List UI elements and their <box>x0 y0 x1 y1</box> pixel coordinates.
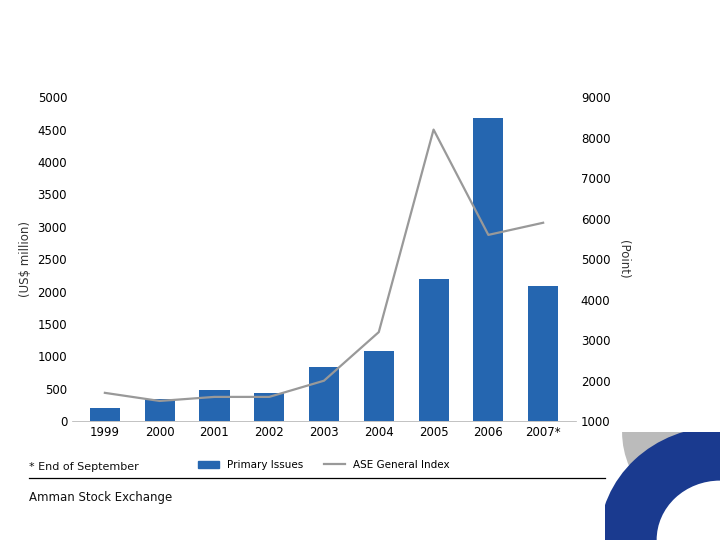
Wedge shape <box>599 427 720 540</box>
Text: Primary Market: Primary Market <box>237 19 483 51</box>
Bar <box>309 367 339 421</box>
Bar <box>199 390 230 421</box>
Bar <box>418 279 449 421</box>
Text: * End of September: * End of September <box>29 462 138 472</box>
Bar <box>145 399 175 421</box>
Bar <box>473 118 503 421</box>
Wedge shape <box>657 481 720 540</box>
Bar <box>90 408 120 421</box>
Y-axis label: (Point): (Point) <box>617 240 630 279</box>
Bar <box>528 286 558 421</box>
Text: Amman Stock Exchange: Amman Stock Exchange <box>29 491 172 504</box>
Legend: Primary Issues, ASE General Index: Primary Issues, ASE General Index <box>194 456 454 474</box>
Bar <box>254 393 284 421</box>
Bar <box>364 351 394 421</box>
Y-axis label: (US$ million): (US$ million) <box>19 221 32 297</box>
Wedge shape <box>622 432 720 524</box>
